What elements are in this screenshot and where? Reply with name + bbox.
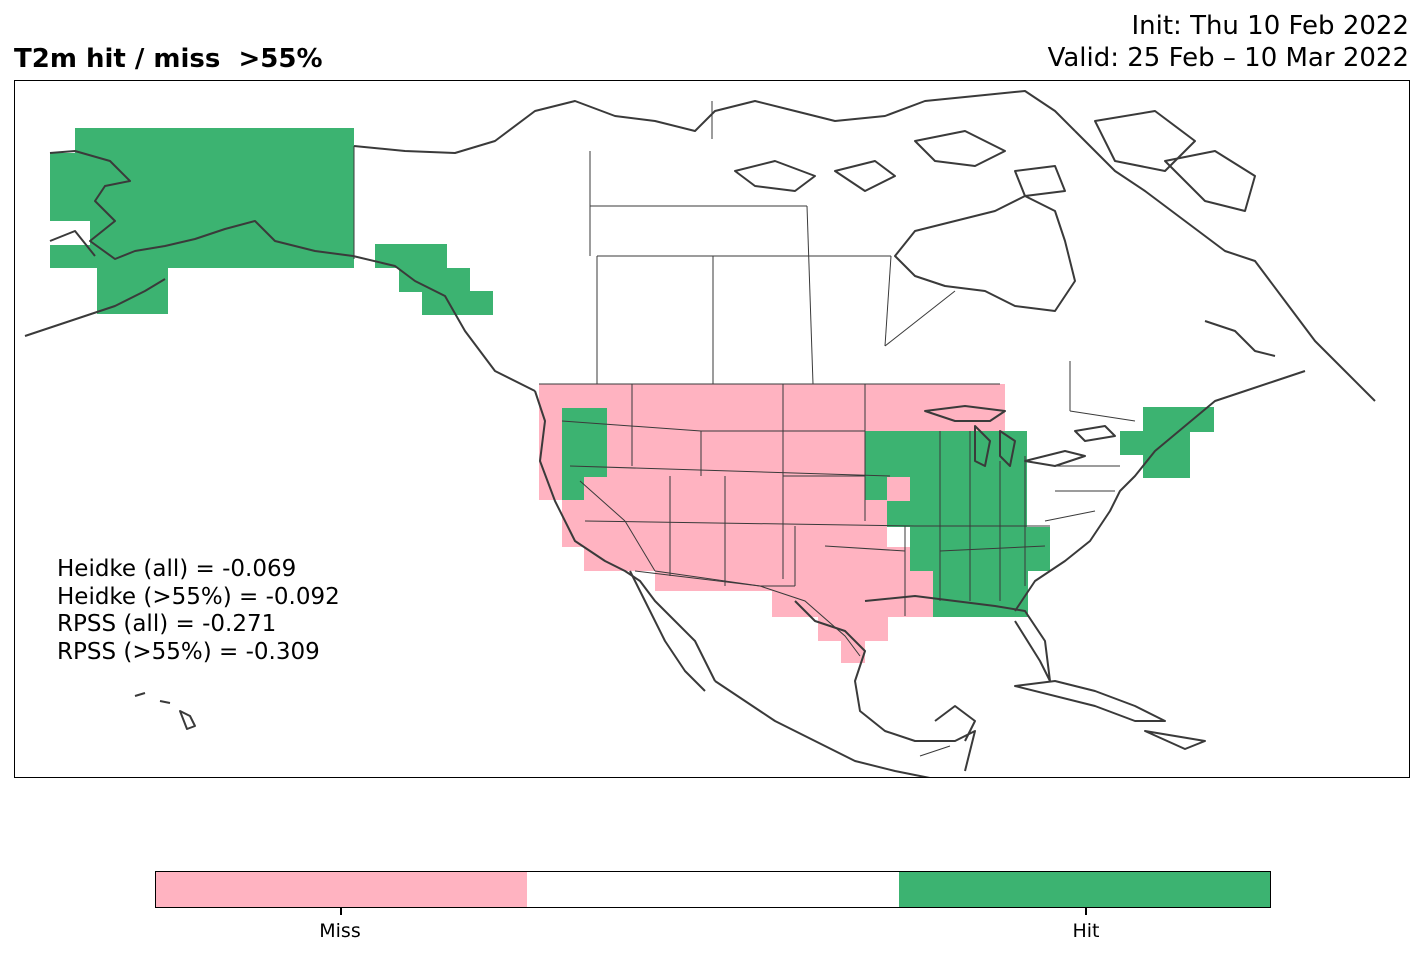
miss-cell-north-row xyxy=(539,384,1005,408)
miss-cell-great-basin xyxy=(584,477,842,501)
map-title: T2m hit / miss >55% xyxy=(14,44,323,74)
north-america-map xyxy=(24,90,1376,777)
skill-scores: Heidke (all) = -0.069 Heidke (>55%) = -0… xyxy=(57,556,340,666)
miss-cell-texas xyxy=(772,591,933,617)
colorbar-label-miss: Miss xyxy=(319,920,361,942)
heidke-all: Heidke (all) = -0.069 xyxy=(57,556,297,582)
miss-cell-tip-texas xyxy=(841,641,865,663)
colorbar-neutral-swatch xyxy=(527,872,899,907)
hit-cell-panhandle-2 xyxy=(399,268,470,292)
rpss-all: RPSS (all) = -0.271 xyxy=(57,611,277,637)
hit-cell-panhandle-3 xyxy=(422,291,493,315)
rpss-55: RPSS (>55%) = -0.309 xyxy=(57,638,320,665)
valid-period: Valid: 25 Feb – 10 Mar 2022 xyxy=(1047,43,1409,73)
miss-cell-south-texas xyxy=(818,617,888,641)
colorbar xyxy=(155,871,1271,908)
coastlines xyxy=(24,90,1376,777)
miss-cell-southwest xyxy=(584,547,910,571)
political-borders xyxy=(353,101,1136,757)
hit-cell-pnw xyxy=(562,408,607,477)
hit-cell-alaska-peninsula xyxy=(97,267,168,314)
heidke-55: Heidke (>55%) = -0.092 xyxy=(57,583,340,610)
hit-cell-pnw-2 xyxy=(562,477,584,501)
init-date: Init: Thu 10 Feb 2022 xyxy=(1131,11,1409,41)
hit-cell-alaska-west xyxy=(50,153,90,268)
hit-cell-ne-3 xyxy=(1143,454,1190,478)
hit-cell-alaska-main xyxy=(75,128,354,268)
colorbar-hit-swatch xyxy=(898,872,1270,907)
forecast-dates: Init: Thu 10 Feb 2022 Valid: 25 Feb – 10… xyxy=(1048,10,1409,74)
colorbar-tick-miss xyxy=(340,908,342,915)
hit-cell-ohio-valley xyxy=(887,477,1027,527)
colorbar-tick-hit xyxy=(1085,908,1087,915)
miss-cell-minnesota xyxy=(865,408,1005,431)
miss-cell-new-mexico xyxy=(655,571,933,591)
colorbar-label-hit: Hit xyxy=(1072,920,1100,942)
map-panel xyxy=(14,80,1410,778)
colorbar-miss-swatch xyxy=(156,872,528,907)
